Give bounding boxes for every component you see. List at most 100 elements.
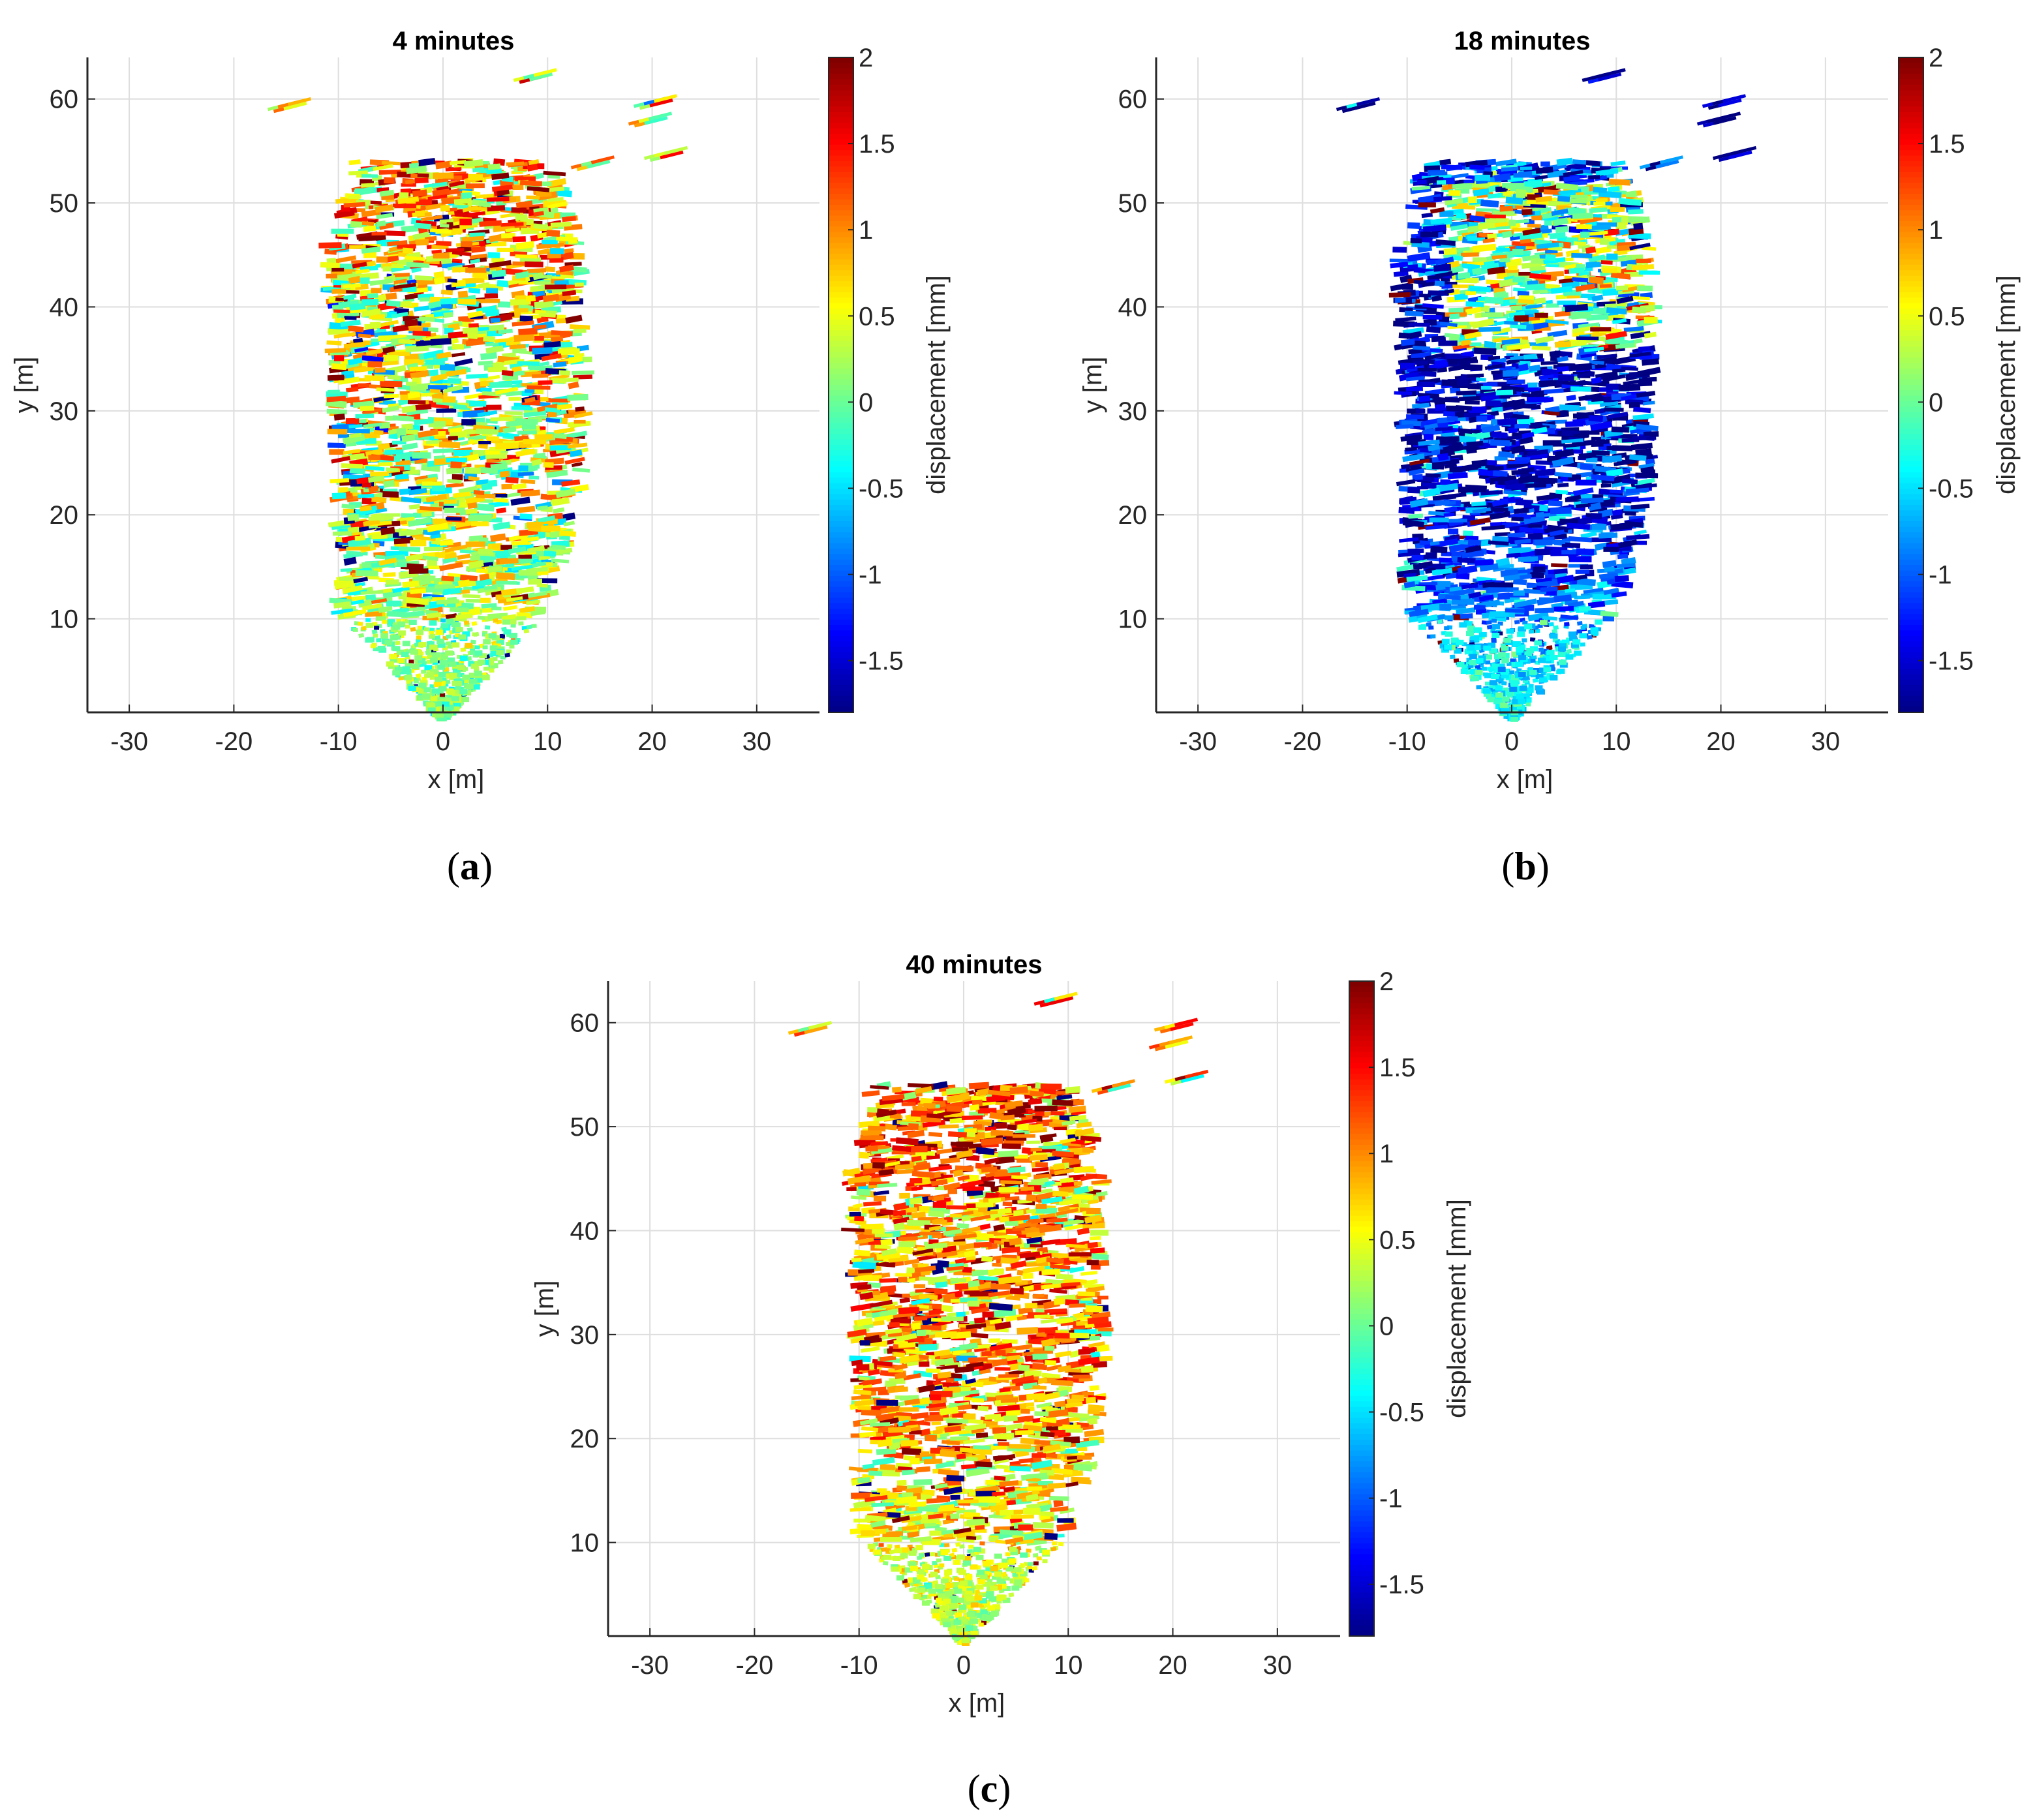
field-mark bbox=[392, 624, 401, 630]
field-mark bbox=[367, 293, 378, 299]
field-mark bbox=[1615, 222, 1627, 230]
field-mark bbox=[389, 654, 397, 660]
field-mark bbox=[436, 408, 457, 413]
colorbar-segment bbox=[829, 521, 853, 528]
field-mark bbox=[368, 455, 380, 461]
field-mark bbox=[491, 551, 511, 558]
colorbar-segment bbox=[829, 455, 853, 462]
field-mark bbox=[1431, 463, 1445, 470]
field-mark bbox=[1411, 554, 1424, 561]
field-mark bbox=[410, 627, 416, 632]
field-mark bbox=[425, 359, 445, 365]
field-mark bbox=[433, 252, 450, 259]
field-mark bbox=[418, 158, 436, 166]
field-mark bbox=[346, 546, 371, 551]
field-mark bbox=[376, 256, 388, 263]
field-mark bbox=[1646, 436, 1657, 440]
colorbar-segment bbox=[829, 461, 853, 468]
field-mark bbox=[488, 633, 497, 639]
field-mark bbox=[510, 639, 518, 645]
field-mark bbox=[1407, 222, 1420, 230]
colorbar-segment bbox=[829, 95, 853, 102]
field-mark bbox=[1394, 297, 1406, 303]
field-mark bbox=[377, 462, 393, 466]
field-mark bbox=[318, 242, 342, 249]
field-mark bbox=[333, 255, 357, 264]
x-axis-label: x [m] bbox=[428, 765, 485, 794]
field-mark bbox=[447, 378, 462, 384]
field-mark bbox=[501, 483, 514, 490]
field-mark bbox=[1465, 301, 1484, 307]
field-mark bbox=[358, 633, 365, 638]
field-mark bbox=[512, 483, 527, 490]
colorbar-segment bbox=[829, 232, 853, 238]
field-mark bbox=[506, 649, 512, 654]
field-mark bbox=[1407, 487, 1420, 494]
field-mark bbox=[1485, 400, 1501, 407]
field-mark bbox=[412, 664, 420, 670]
field-mark bbox=[1617, 553, 1629, 560]
field-mark bbox=[520, 489, 541, 497]
colorbar-segment bbox=[829, 614, 853, 620]
colorbar-segment bbox=[829, 117, 853, 124]
field-mark bbox=[518, 465, 528, 472]
field-mark bbox=[354, 535, 365, 541]
field-mark bbox=[329, 449, 344, 455]
colorbar-segment bbox=[829, 248, 853, 254]
colorbar-segment bbox=[829, 183, 853, 189]
field-mark bbox=[1638, 270, 1660, 275]
field-mark bbox=[546, 230, 560, 237]
colorbar-segment bbox=[829, 281, 853, 288]
field-mark bbox=[1525, 702, 1531, 706]
field-mark bbox=[415, 673, 421, 678]
y-tick-label: 40 bbox=[50, 293, 79, 322]
field-mark bbox=[455, 627, 463, 633]
field-mark bbox=[382, 491, 399, 498]
field-mark bbox=[331, 363, 347, 371]
colorbar-segment bbox=[829, 254, 853, 260]
field-mark bbox=[1543, 388, 1564, 395]
colorbar-segment bbox=[829, 308, 853, 315]
colorbar-segment bbox=[829, 674, 853, 680]
field-mark bbox=[1446, 416, 1458, 421]
field-mark bbox=[1467, 539, 1482, 546]
field-mark bbox=[442, 556, 457, 564]
field-mark bbox=[1530, 421, 1543, 428]
field-mark bbox=[344, 316, 357, 320]
field-mark bbox=[1447, 472, 1468, 479]
field-mark bbox=[446, 482, 464, 489]
y-tick-label: 10 bbox=[50, 605, 79, 634]
colorbar-segment bbox=[829, 554, 853, 560]
field-mark bbox=[1610, 207, 1625, 213]
field-mark bbox=[1518, 556, 1538, 562]
field-mark bbox=[1456, 213, 1466, 219]
colorbar-tick-label: -0.5 bbox=[859, 475, 904, 504]
field-mark bbox=[574, 282, 584, 287]
field-mark bbox=[348, 194, 361, 200]
colorbar-segment bbox=[829, 701, 853, 708]
field-mark bbox=[414, 275, 433, 281]
field-mark bbox=[459, 219, 472, 226]
field-mark bbox=[510, 496, 530, 506]
colorbar-segment bbox=[829, 134, 853, 140]
colorbar-segment bbox=[829, 478, 853, 484]
colorbar-segment bbox=[829, 630, 853, 637]
field-mark bbox=[508, 397, 522, 401]
field-mark bbox=[557, 348, 580, 356]
field-mark bbox=[332, 531, 352, 536]
field-mark bbox=[395, 641, 401, 646]
field-mark bbox=[483, 335, 496, 342]
field-mark bbox=[417, 173, 429, 178]
field-mark bbox=[421, 669, 427, 674]
field-mark bbox=[517, 506, 536, 513]
field-mark bbox=[1610, 489, 1623, 494]
field-mark bbox=[413, 679, 420, 684]
field-mark bbox=[370, 644, 376, 648]
field-mark bbox=[517, 361, 540, 366]
colorbar-segment bbox=[829, 139, 853, 145]
field-mark bbox=[525, 389, 535, 393]
colorbar-segment bbox=[829, 341, 853, 348]
field-mark bbox=[331, 288, 346, 294]
field-mark bbox=[1514, 424, 1529, 429]
colorbar-segment bbox=[829, 532, 853, 539]
